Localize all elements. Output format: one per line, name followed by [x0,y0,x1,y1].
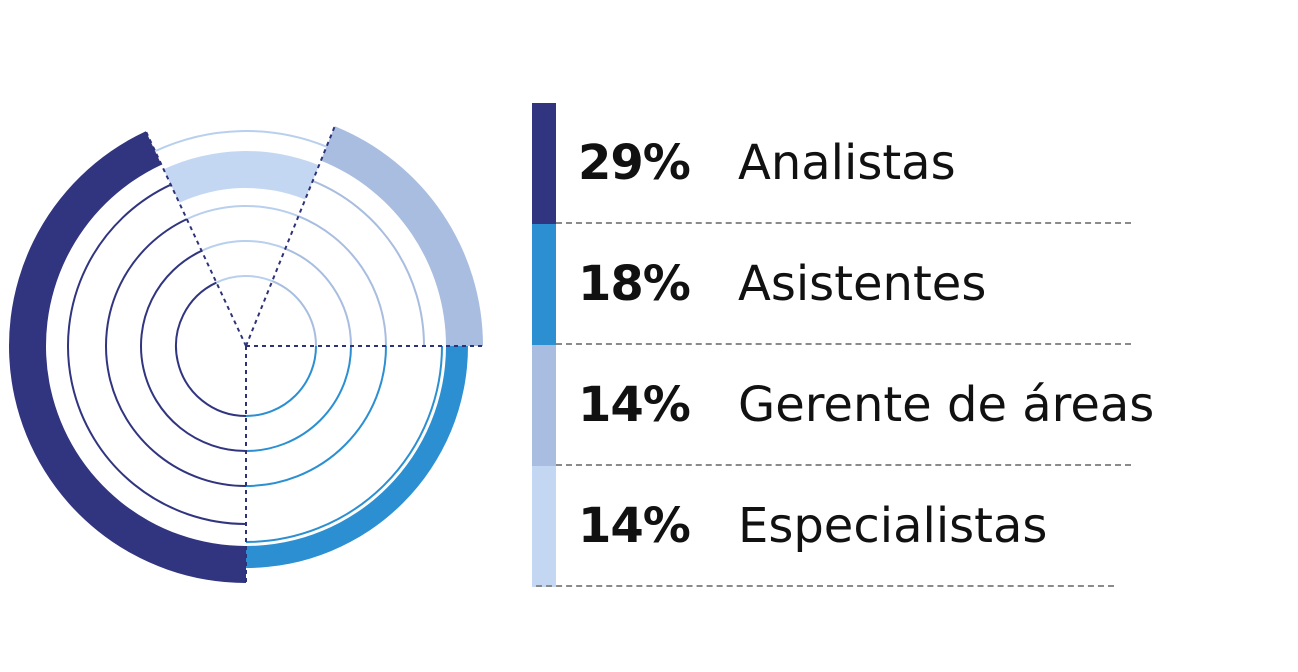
ring-especialistas [154,130,327,153]
radial-chart [9,124,484,584]
bar-asistentes [246,346,468,568]
ring-gerente-de-areas [271,280,317,347]
ring-gerente-de-areas [298,215,387,347]
legend-item-especialistas: 14% Especialistas [532,466,1142,587]
legend-percent: 14% [578,377,691,433]
ring-especialistas [186,205,299,221]
legend-label: Asistentes [738,256,987,312]
legend-percent: 29% [578,135,691,191]
legend-swatch [532,224,556,345]
bar-analistas [9,131,246,583]
ring-especialistas [201,240,286,252]
ring-gerente-de-areas [312,180,425,347]
ring-gerente-de-areas [284,247,352,347]
legend-label: Gerente de áreas [738,377,1155,433]
legend-label: Especialistas [738,498,1048,554]
bar-especialistas [163,151,320,203]
legend: 29% Analistas 18% Asistentes 14% Gerente… [532,103,1154,587]
ring-asistentes [245,345,352,452]
legend-divider [556,464,1131,466]
legend-divider [556,343,1131,345]
ring-analistas [140,249,247,452]
legend-swatch [532,466,556,587]
legend-item-asistentes: 18% Asistentes [532,224,1142,345]
ring-asistentes [245,345,387,487]
ring-especialistas [215,275,273,284]
legend-swatch [532,103,556,224]
legend-divider [536,585,1114,587]
legend-item-analistas: 29% Analistas [532,103,1142,224]
ring-analistas [175,281,247,417]
legend-item-gerente-de-areas: 14% Gerente de áreas [532,345,1154,466]
ring-analistas [67,183,247,525]
legend-percent: 18% [578,256,691,312]
ring-analistas [105,218,247,487]
legend-percent: 14% [578,498,691,554]
ring-asistentes [245,345,317,417]
legend-label: Analistas [738,135,956,191]
ring-asistentes [245,345,443,543]
legend-swatch [532,345,556,466]
bar-gerente-de-areas [320,126,483,347]
legend-divider [556,222,1131,224]
